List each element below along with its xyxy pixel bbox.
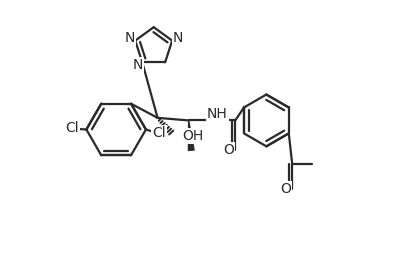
Text: O: O [223, 143, 234, 157]
Text: Cl: Cl [65, 121, 79, 135]
Text: N: N [132, 59, 143, 73]
Text: N: N [125, 31, 135, 45]
Text: Cl: Cl [152, 126, 166, 140]
Text: OH: OH [182, 129, 203, 143]
Text: O: O [280, 182, 291, 196]
Text: N: N [173, 31, 183, 45]
Polygon shape [188, 120, 194, 150]
Text: NH: NH [207, 107, 228, 121]
